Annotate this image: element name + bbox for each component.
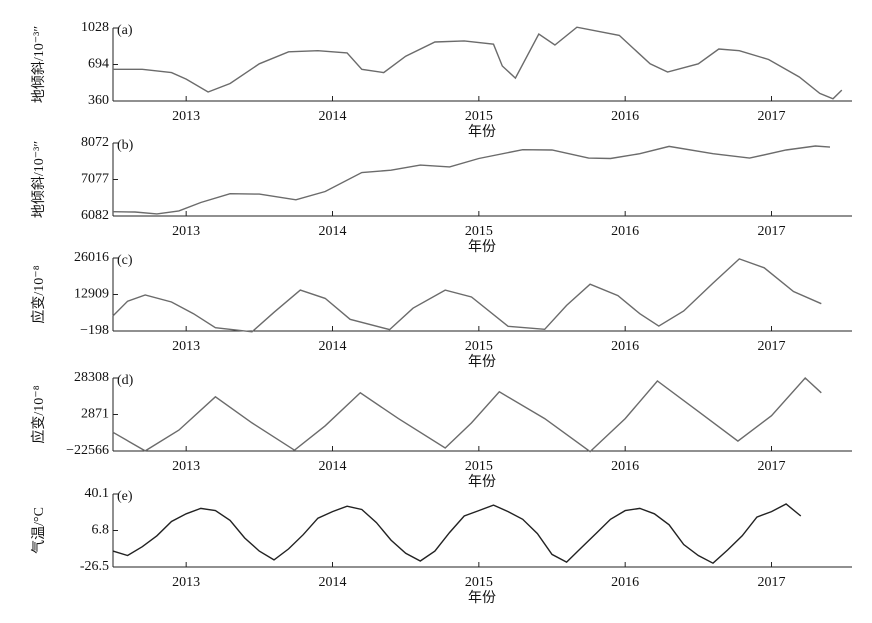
x-tick-label: 2016 — [611, 224, 639, 239]
x-tick-label: 2017 — [758, 459, 786, 474]
data-line — [113, 26, 843, 100]
data-line — [112, 503, 802, 565]
x-tick-label: 2015 — [465, 339, 493, 354]
y-tick-label: 8072 — [81, 135, 109, 150]
y-tick-label: -26.5 — [80, 559, 109, 574]
x-tick-label: 2016 — [611, 459, 639, 474]
y-tick-label: 6082 — [81, 208, 109, 223]
x-tick-label: 2016 — [611, 575, 639, 590]
y-tick-label: 12909 — [74, 287, 109, 302]
y-tick-label: 2871 — [81, 407, 109, 422]
y-tick-label: 694 — [88, 57, 109, 72]
panel-label: (b) — [117, 138, 134, 153]
x-tick-label: 2016 — [611, 339, 639, 354]
x-axis-label: 年份 — [468, 474, 496, 490]
y-tick-label: −198 — [80, 323, 109, 338]
x-tick-label: 2017 — [758, 339, 786, 354]
panel-label: (a) — [117, 23, 133, 38]
x-tick-label: 2014 — [319, 459, 347, 474]
x-axis-label: 年份 — [468, 354, 496, 370]
y-tick-label: −22566 — [66, 443, 109, 458]
y-axis-label: 应变/10⁻⁸ — [30, 385, 47, 443]
x-tick-label: 2016 — [611, 109, 639, 124]
x-tick-label: 2015 — [465, 224, 493, 239]
x-tick-label: 2014 — [319, 224, 347, 239]
panel-label: (c) — [117, 253, 133, 268]
y-tick-label: 6.8 — [92, 523, 110, 538]
y-tick-label: 28308 — [74, 370, 109, 385]
x-tick-label: 2013 — [172, 459, 200, 474]
y-tick-label: 1028 — [81, 20, 109, 35]
panel-label: (e) — [117, 489, 133, 504]
x-axis-label: 年份 — [468, 590, 496, 606]
x-tick-label: 2015 — [465, 109, 493, 124]
x-tick-label: 2014 — [319, 109, 347, 124]
x-axis-label: 年份 — [468, 239, 496, 255]
x-tick-label: 2017 — [758, 575, 786, 590]
x-tick-label: 2013 — [172, 109, 200, 124]
x-tick-label: 2017 — [758, 109, 786, 124]
x-tick-label: 2013 — [172, 575, 200, 590]
x-tick-label: 2015 — [465, 575, 493, 590]
data-line — [112, 258, 822, 333]
x-tick-label: 2014 — [319, 339, 347, 354]
x-tick-label: 2013 — [172, 339, 200, 354]
y-tick-label: 26016 — [74, 250, 109, 265]
y-axis-label: 地倾斜/10⁻³″ — [31, 26, 47, 103]
data-line — [112, 377, 822, 453]
y-axis-label: 地倾斜/10⁻³″ — [31, 141, 47, 218]
x-axis-label: 年份 — [468, 124, 496, 140]
panel-label: (d) — [117, 373, 134, 388]
data-line — [112, 145, 831, 215]
x-tick-label: 2017 — [758, 224, 786, 239]
y-axis-label: 气温/°C — [31, 507, 47, 554]
y-tick-label: 7077 — [81, 172, 109, 187]
x-tick-label: 2014 — [319, 575, 347, 590]
y-axis-label: 应变/10⁻⁸ — [30, 265, 47, 323]
y-tick-label: 40.1 — [85, 486, 110, 501]
y-tick-label: 360 — [88, 93, 109, 108]
x-tick-label: 2015 — [465, 459, 493, 474]
x-tick-label: 2013 — [172, 224, 200, 239]
